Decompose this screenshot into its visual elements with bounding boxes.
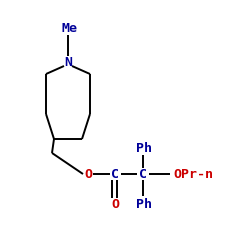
Text: O: O xyxy=(111,198,119,211)
Text: OPr-n: OPr-n xyxy=(173,168,213,181)
Text: N: N xyxy=(64,55,72,68)
Text: Ph: Ph xyxy=(136,141,152,154)
Text: C: C xyxy=(139,168,147,181)
Text: Ph: Ph xyxy=(136,198,152,211)
Text: O: O xyxy=(84,168,92,181)
Text: C: C xyxy=(111,168,119,181)
Text: Me: Me xyxy=(62,21,78,34)
